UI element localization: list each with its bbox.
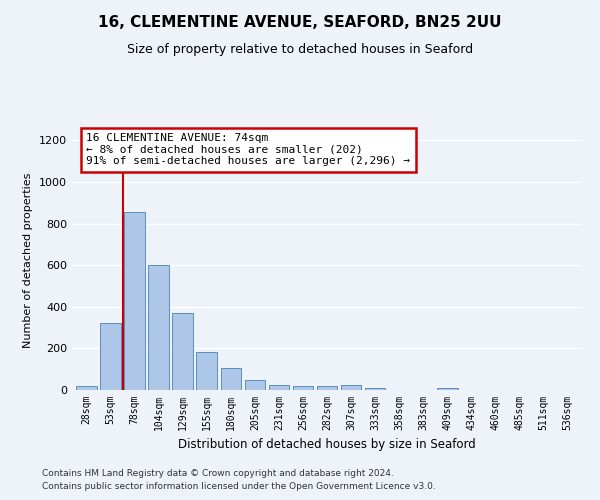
Bar bbox=[196, 352, 217, 390]
Bar bbox=[317, 386, 337, 390]
Bar bbox=[124, 212, 145, 390]
Bar bbox=[100, 324, 121, 390]
Bar bbox=[269, 385, 289, 390]
Text: 16 CLEMENTINE AVENUE: 74sqm
← 8% of detached houses are smaller (202)
91% of sem: 16 CLEMENTINE AVENUE: 74sqm ← 8% of deta… bbox=[86, 133, 410, 166]
Bar bbox=[245, 380, 265, 390]
Bar bbox=[76, 386, 97, 390]
Bar bbox=[172, 313, 193, 390]
Bar bbox=[221, 368, 241, 390]
Text: 16, CLEMENTINE AVENUE, SEAFORD, BN25 2UU: 16, CLEMENTINE AVENUE, SEAFORD, BN25 2UU bbox=[98, 15, 502, 30]
Bar bbox=[437, 388, 458, 390]
X-axis label: Distribution of detached houses by size in Seaford: Distribution of detached houses by size … bbox=[178, 438, 476, 452]
Bar bbox=[293, 386, 313, 390]
Bar bbox=[341, 386, 361, 390]
Y-axis label: Number of detached properties: Number of detached properties bbox=[23, 172, 34, 348]
Text: Contains HM Land Registry data © Crown copyright and database right 2024.: Contains HM Land Registry data © Crown c… bbox=[42, 468, 394, 477]
Bar bbox=[365, 388, 385, 390]
Text: Contains public sector information licensed under the Open Government Licence v3: Contains public sector information licen… bbox=[42, 482, 436, 491]
Text: Size of property relative to detached houses in Seaford: Size of property relative to detached ho… bbox=[127, 42, 473, 56]
Bar bbox=[148, 265, 169, 390]
